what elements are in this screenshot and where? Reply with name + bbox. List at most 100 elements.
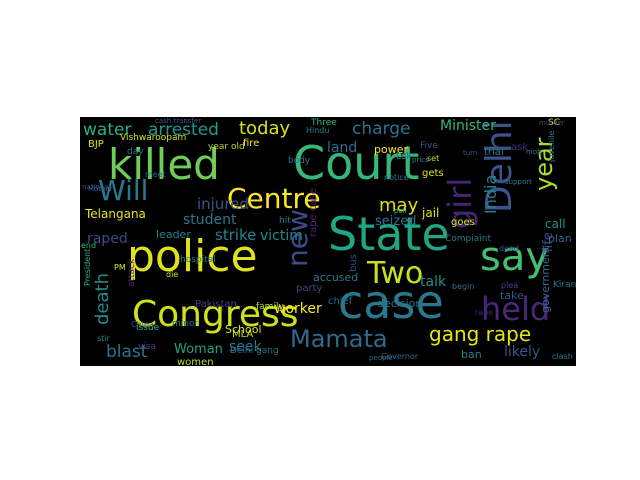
cloud-word: bus: [348, 254, 359, 272]
cloud-word: Congress: [132, 294, 299, 335]
cloud-word: attack: [127, 258, 137, 287]
cloud-word: Pakistan: [195, 299, 237, 310]
cloud-word: may: [379, 195, 419, 216]
cloud-word: gang rape: [429, 322, 532, 346]
cloud-word: goes: [451, 217, 475, 228]
cloud-word: body: [288, 156, 311, 166]
cloud-word: turn: [463, 149, 478, 157]
cloud-word: call: [545, 217, 566, 231]
cloud-word: case: [338, 275, 444, 329]
cloud-word: jail: [422, 206, 440, 220]
cloud-word: police: [127, 231, 258, 282]
cloud-word: rape case: [308, 188, 319, 237]
cloud-word: poll: [394, 207, 407, 215]
cloud-word: minor: [172, 319, 199, 329]
cloud-word: School: [225, 323, 262, 336]
cloud-word: SC: [548, 118, 560, 128]
cloud-word: dead: [499, 244, 519, 253]
cloud-word: take: [500, 289, 524, 302]
cloud-word: rape: [475, 308, 494, 317]
cloud-word: Woman: [174, 342, 223, 357]
cloud-word: Centre: [227, 182, 321, 215]
cloud-word: people: [369, 354, 393, 362]
cloud-word: notice: [384, 173, 409, 182]
cloud-word: Two: [367, 256, 424, 291]
cloud-word: begin: [452, 282, 475, 291]
word-cloud: Court State police case killed say Delhi Congre…: [80, 117, 576, 366]
cloud-word: President: [83, 248, 92, 286]
cloud-word: student: [183, 212, 237, 228]
cloud-word: hit: [279, 216, 291, 226]
cloud-word: Compiaint: [445, 234, 492, 244]
cloud-word: charge: [352, 119, 411, 139]
cloud-word: today: [239, 118, 291, 139]
cloud-word: meet: [145, 170, 166, 179]
cloud-word: national: [82, 183, 111, 191]
cloud-word: arrested: [148, 120, 219, 140]
cloud-word: juvenile: [547, 130, 556, 162]
cloud-word: strike: [215, 226, 257, 244]
cloud-word: held: [481, 290, 551, 328]
cloud-word: hospital: [180, 255, 216, 265]
cloud-word: seized: [375, 214, 417, 229]
cloud-word: Telangana: [85, 207, 146, 221]
cloud-word: Hindu: [306, 126, 330, 135]
cloud-word: Lok: [396, 152, 412, 162]
cloud-word: ask: [511, 142, 529, 153]
cloud-word: PM: [114, 263, 126, 272]
cloud-word: blast: [106, 342, 148, 362]
cloud-word: fire: [243, 138, 260, 149]
cloud-word: Delhi gang: [230, 346, 279, 356]
cloud-word: trial: [484, 147, 504, 158]
cloud-word: plea: [501, 281, 519, 290]
cloud-word: chief: [328, 296, 353, 307]
cloud-word: murder: [539, 119, 565, 127]
cloud-word: Governor: [381, 352, 419, 361]
cloud-word: State: [328, 207, 450, 261]
cloud-word: India: [481, 174, 500, 214]
cloud-word: plan: [548, 232, 572, 245]
cloud-word: Will: [98, 174, 149, 207]
cloud-word: cash transfer: [155, 117, 202, 125]
cloud-word: talk: [420, 274, 447, 290]
cloud-word: Minister: [440, 118, 496, 134]
cloud-word: Vishwaroopam: [120, 133, 187, 143]
cloud-word: day: [127, 147, 144, 157]
cloud-word: victim: [260, 228, 303, 244]
cloud-word: killed: [108, 140, 220, 189]
cloud-word: Five: [420, 141, 438, 151]
cloud-word: issue: [136, 323, 160, 333]
cloud-word: raped: [87, 231, 128, 247]
cloud-word: accused: [313, 271, 359, 284]
cloud-word: set: [427, 154, 440, 163]
cloud-word: mob: [526, 148, 542, 156]
cloud-word: likely: [504, 344, 541, 360]
cloud-word: women: [177, 357, 214, 367]
cloud-word: Mother: [88, 185, 113, 193]
cloud-word: Three: [311, 118, 337, 128]
cloud-word: China: [131, 320, 154, 329]
cloud-word: Kiran: [553, 280, 576, 290]
cloud-word: ban: [461, 348, 482, 361]
cloud-word: end: [81, 241, 97, 250]
cloud-word: Mamata: [290, 325, 388, 353]
cloud-word: government: [539, 245, 552, 313]
cloud-word: BJP: [88, 139, 104, 150]
cloud-word: die: [166, 270, 179, 279]
cloud-word: water: [83, 120, 132, 140]
cloud-word: stir: [97, 334, 110, 343]
cloud-word: say: [480, 234, 550, 280]
cloud-word: leader: [156, 228, 191, 241]
cloud-word: power: [374, 143, 408, 156]
cloud-word: support: [505, 178, 532, 186]
cloud-word: gets: [422, 168, 444, 179]
cloud-word: price: [412, 156, 430, 164]
cloud-word: clash: [552, 352, 573, 361]
cloud-word: Court: [293, 136, 420, 190]
cloud-word: injured: [197, 195, 249, 213]
cloud-word: family: [256, 302, 284, 312]
cloud-word: death: [92, 273, 113, 325]
cloud-word: visa: [138, 342, 157, 352]
cloud-word: party: [296, 283, 323, 294]
cloud-word: worker: [274, 301, 322, 317]
